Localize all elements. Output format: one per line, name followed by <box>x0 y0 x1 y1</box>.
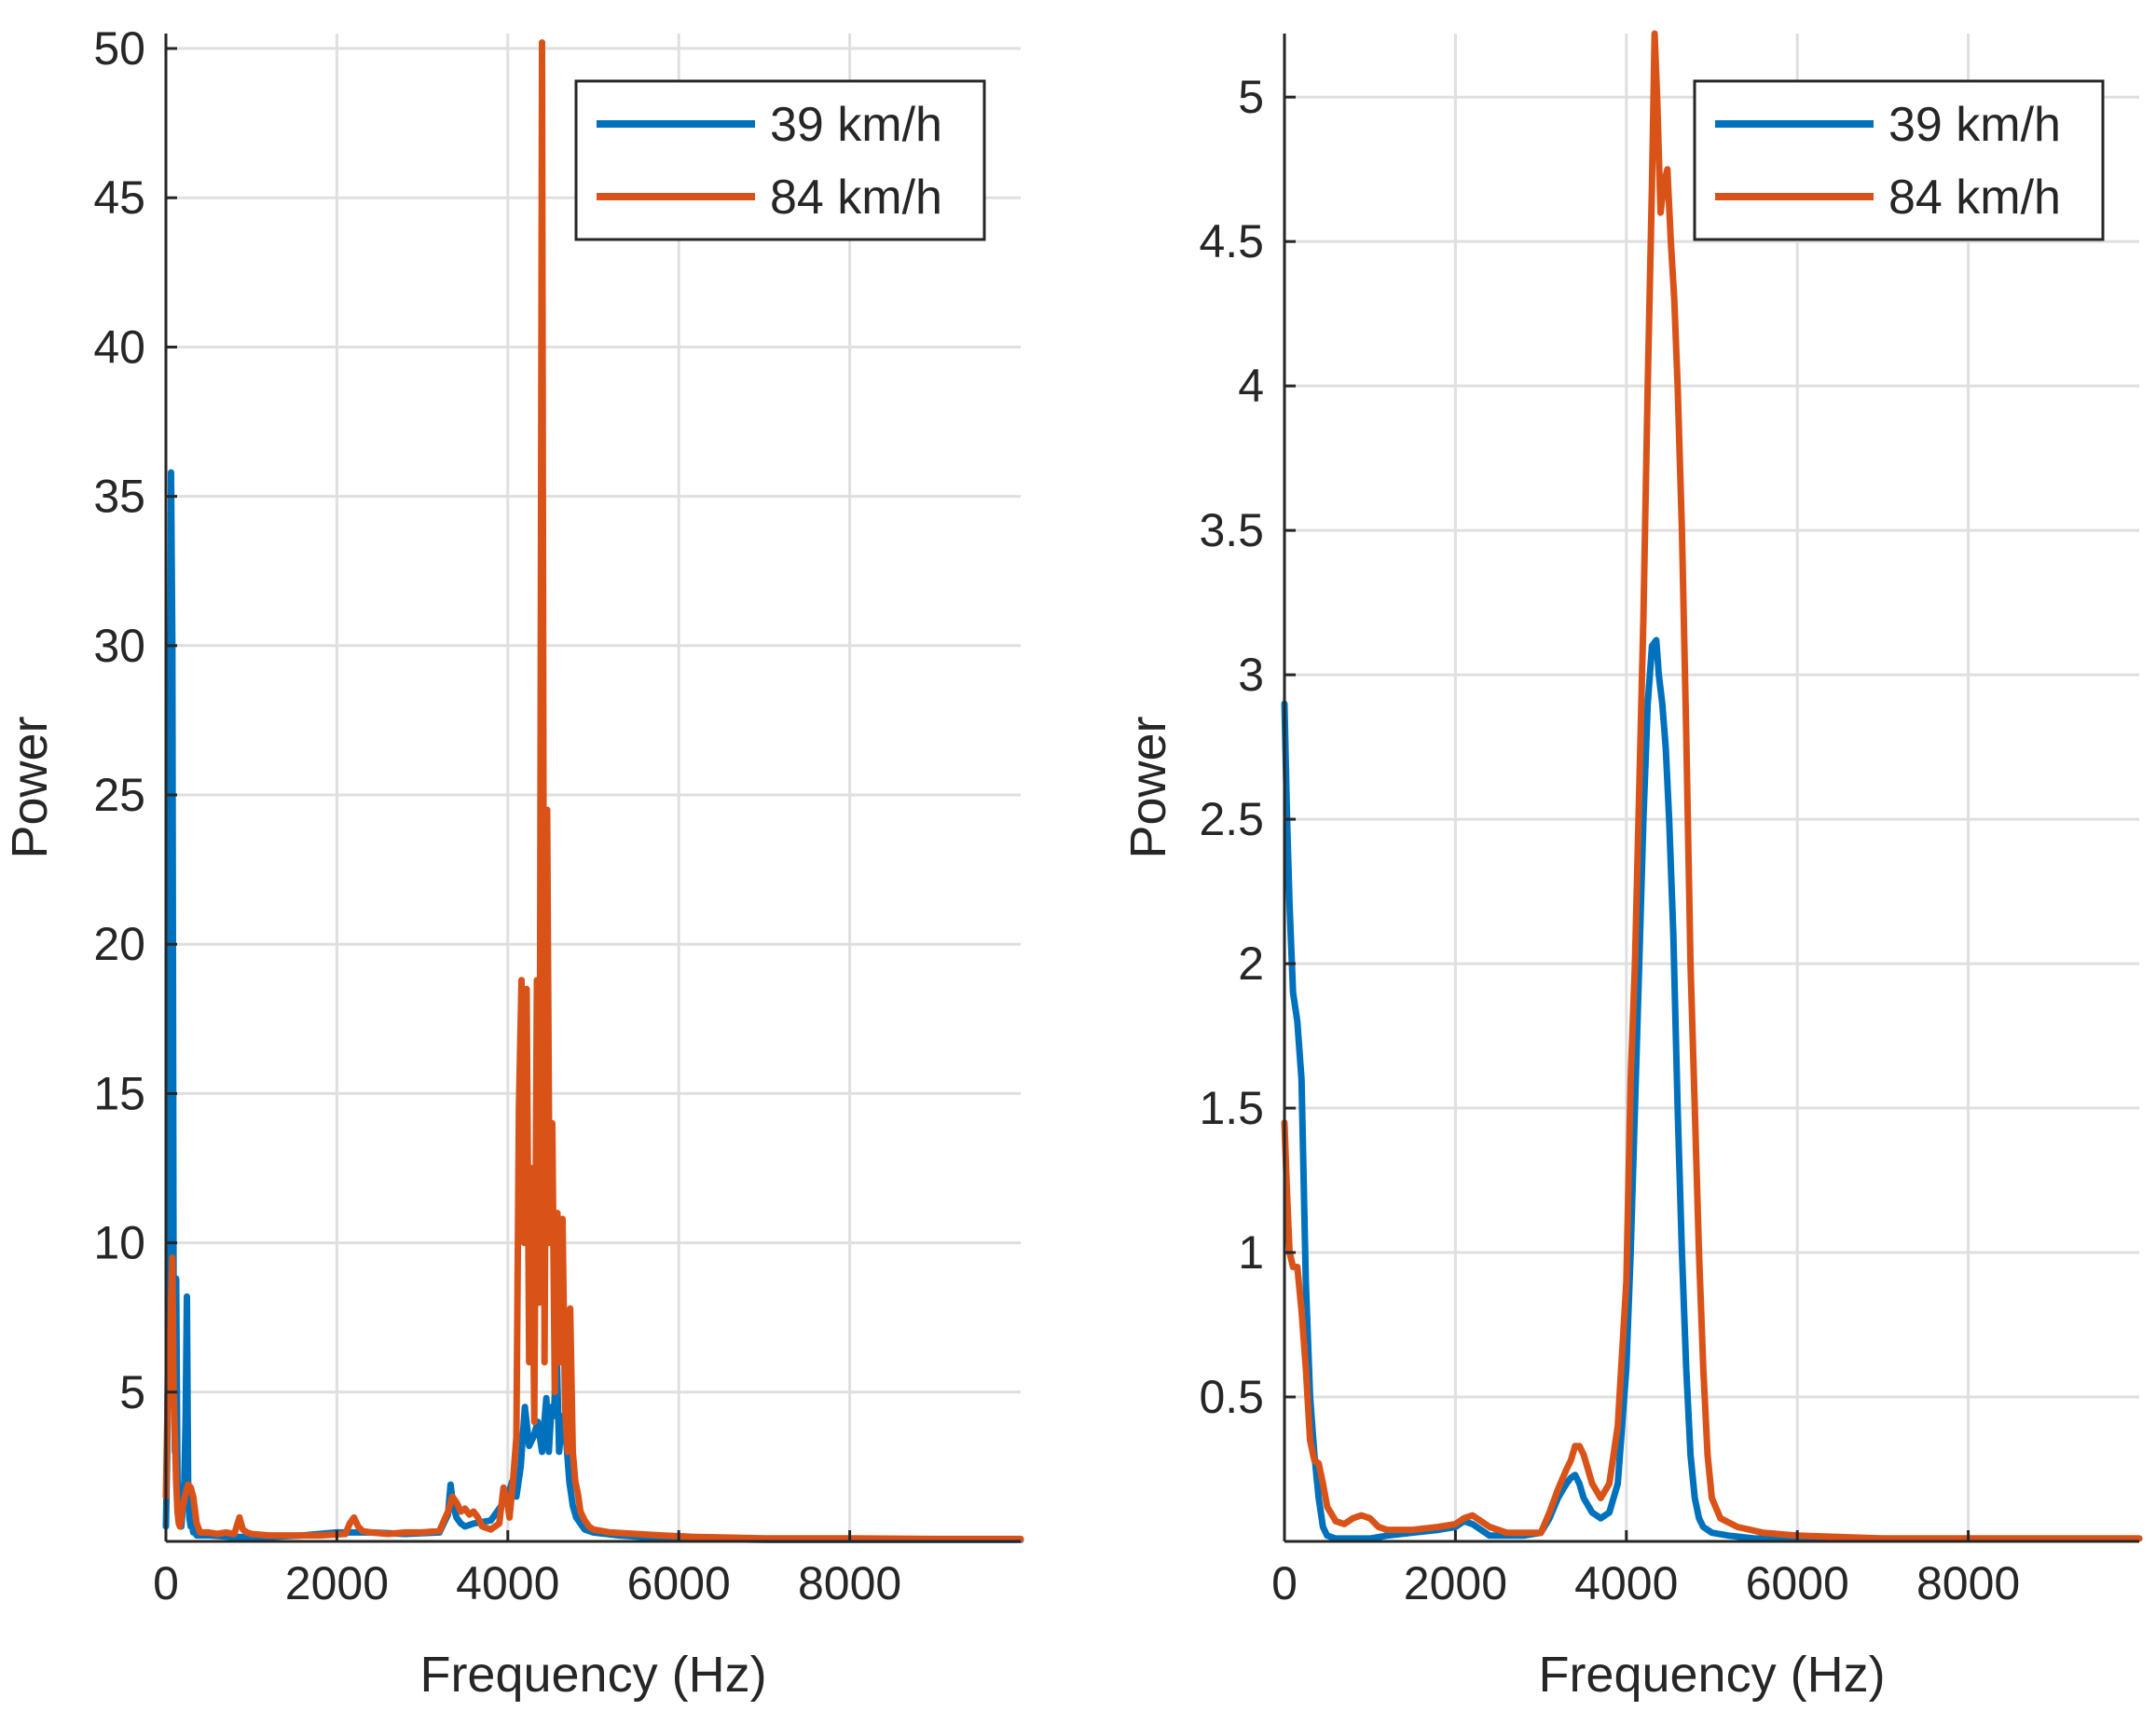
chart-right-x-tick-label-4: 8000 <box>1916 1557 2020 1609</box>
chart-left-y-tick-label-6: 35 <box>93 471 145 523</box>
chart-left-x-tick-label-2: 4000 <box>456 1557 559 1609</box>
chart-left-legend-label-2: 84 km/h <box>770 171 942 225</box>
chart-right-y-tick-label-6: 3.5 <box>1199 504 1264 556</box>
chart-right-x-tick-label-2: 4000 <box>1574 1557 1678 1609</box>
chart-right-x-tick-label-1: 2000 <box>1404 1557 1507 1609</box>
chart-left-y-tick-label-8: 45 <box>93 171 145 224</box>
chart-left-y-tick-label-4: 25 <box>93 769 145 821</box>
chart-right-y-tick-label-0: 0.5 <box>1199 1371 1264 1423</box>
chart-left-legend: 39 km/h 84 km/h <box>574 79 986 241</box>
chart-right-x-axis-label: Frequency (Hz) <box>1538 1647 1885 1703</box>
chart-left-legend-label-1: 39 km/h <box>770 98 942 152</box>
chart-left-x-axis-label: Frequency (Hz) <box>419 1647 766 1703</box>
chart-left-y-tick-label-5: 30 <box>93 620 145 672</box>
chart-right-y-tick-label-3: 2 <box>1238 938 1264 990</box>
chart-right-y-tick-label-9: 5 <box>1238 71 1264 123</box>
chart-right-legend-box <box>1693 79 2105 241</box>
chart-left-y-tick-label-7: 40 <box>93 321 145 373</box>
chart-right: 0 2000 4000 6000 8000 0.5 1 1.5 2 2.5 3 3.5 4 4.5 5 Fre… <box>1120 30 2143 1703</box>
chart-left-series-line-2 <box>162 39 1024 1542</box>
chart-right-y-tick-label-1: 1 <box>1238 1226 1264 1279</box>
chart-right-y-tick-label-8: 4.5 <box>1199 215 1264 267</box>
chart-right-legend-label-1: 39 km/h <box>1888 98 2061 152</box>
chart-left-x-tick-label-4: 8000 <box>798 1557 901 1609</box>
chart-right-y-tick-label-2: 1.5 <box>1199 1082 1264 1134</box>
chart-left-y-tick-label-3: 20 <box>93 918 145 970</box>
chart-left-x-tick-label-1: 2000 <box>285 1557 389 1609</box>
chart-right-y-axis-label: Power <box>1120 716 1176 858</box>
chart-left-legend-box <box>574 79 986 241</box>
chart-left-x-tick-label-0: 0 <box>153 1557 179 1609</box>
chart-right-legend-label-2: 84 km/h <box>1888 171 2061 225</box>
chart-left-x-tick-label-3: 6000 <box>627 1557 731 1609</box>
chart-right-x-tick-label-3: 6000 <box>1746 1557 1849 1609</box>
chart-right-y-tick-label-5: 3 <box>1238 649 1264 701</box>
chart-right-series-line-1 <box>1281 636 2143 1542</box>
chart-left-y-tick-label-2: 15 <box>93 1067 145 1119</box>
chart-left-y-axis-label: Power <box>2 716 58 858</box>
chart-left-y-tick-label-9: 50 <box>93 22 145 75</box>
chart-right-series-line-2 <box>1281 30 2143 1542</box>
chart-left-y-tick-label-1: 10 <box>93 1217 145 1269</box>
chart-right-legend: 39 km/h 84 km/h <box>1693 79 2105 241</box>
chart-right-x-tick-label-0: 0 <box>1271 1557 1298 1609</box>
chart-left-y-tick-label-0: 5 <box>119 1366 145 1418</box>
chart-left: 0 2000 4000 6000 8000 5 10 15 20 25 30 35 40 45 50 Freq… <box>2 22 1024 1703</box>
chart-right-y-tick-label-4: 2.5 <box>1199 793 1264 845</box>
chart-right-y-tick-label-7: 4 <box>1238 360 1264 412</box>
